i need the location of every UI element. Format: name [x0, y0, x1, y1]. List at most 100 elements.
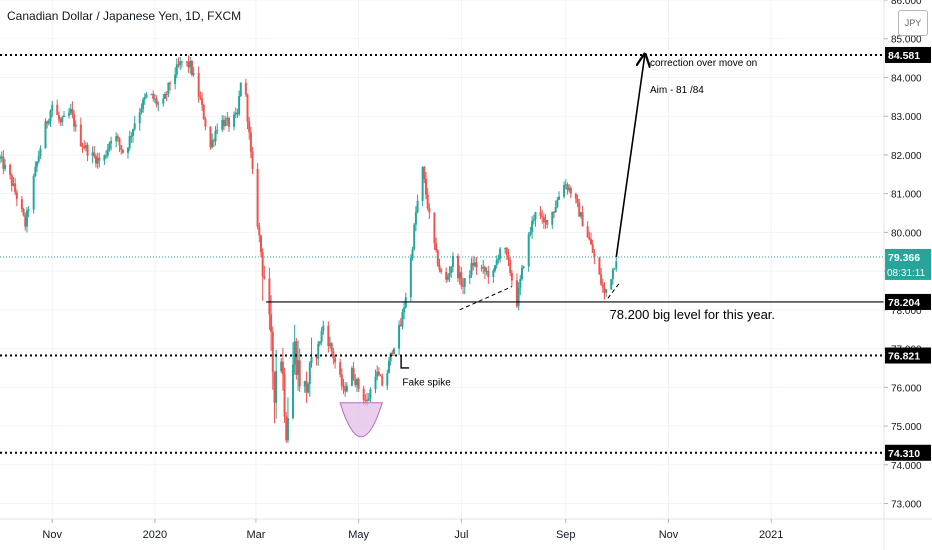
currency-badge[interactable]: JPY — [898, 10, 928, 36]
candlestick-series — [0, 55, 618, 443]
candle-body — [387, 360, 390, 374]
candle-body — [593, 252, 596, 258]
candle-body — [98, 157, 101, 161]
annotation-fake-spike: Fake spike — [402, 377, 451, 388]
candle-body — [483, 266, 486, 272]
candle-body — [600, 274, 603, 285]
candle-body — [340, 374, 343, 387]
candle-body — [197, 73, 200, 97]
candle-body — [192, 73, 195, 75]
candle-body — [74, 124, 77, 127]
candle-body — [121, 149, 124, 153]
candle-body — [259, 235, 262, 253]
candle-body — [249, 132, 252, 152]
level-label-78.204-bg — [885, 293, 931, 310]
candle-body — [271, 331, 274, 373]
y-tick-label: 73.000 — [891, 500, 922, 511]
x-tick-label: Nov — [42, 529, 62, 541]
y-tick-label: 83.000 — [891, 112, 922, 123]
candle-body — [105, 155, 108, 157]
y-tick-label: 86.000 — [891, 0, 922, 7]
candle-body — [446, 276, 449, 280]
candle-body — [185, 61, 188, 63]
candle-body — [298, 360, 301, 387]
candle-body — [133, 123, 136, 130]
x-tick-label: Sep — [556, 529, 576, 541]
y-tick-label: 75.000 — [891, 422, 922, 433]
candle-body — [551, 211, 554, 225]
candle-body — [291, 364, 294, 419]
candle-body — [56, 104, 59, 115]
candle-body — [399, 324, 402, 327]
candle-body — [126, 147, 129, 153]
candle-body — [509, 260, 512, 274]
candle-body — [263, 276, 266, 279]
level-label-74.310-bg — [885, 444, 931, 461]
candle-body — [132, 129, 135, 136]
candle-body — [270, 314, 273, 332]
candle-body — [174, 74, 177, 84]
candle-body — [162, 98, 165, 104]
candle-body — [57, 114, 60, 120]
candle-body — [588, 237, 591, 240]
candle-body — [61, 117, 64, 123]
candle-body — [307, 384, 310, 393]
candle-body — [248, 121, 251, 133]
candle-body — [541, 216, 544, 218]
candle-body — [189, 60, 192, 68]
candle-body — [539, 212, 542, 217]
candle-body — [10, 174, 13, 186]
candle-body — [256, 169, 259, 227]
candle-body — [339, 362, 342, 375]
candle-body — [334, 358, 337, 363]
candle-body — [515, 280, 518, 307]
candle-body — [71, 109, 74, 115]
candle-body — [398, 324, 401, 349]
candle-body — [258, 226, 261, 236]
candle-body — [389, 352, 392, 361]
candle-body — [226, 117, 229, 120]
candle-body — [51, 104, 54, 111]
candle-body — [86, 144, 89, 156]
candle-body — [49, 110, 52, 121]
chart-drawings: 78.200 big level for this year. correctio… — [339, 54, 775, 438]
candle-body — [120, 145, 123, 150]
candle-body — [458, 272, 461, 279]
candle-body — [327, 325, 330, 346]
candle-body — [401, 312, 404, 327]
candle-body — [303, 380, 306, 387]
candle-body — [527, 234, 530, 267]
candle-body — [130, 135, 133, 137]
candle-body — [261, 252, 264, 277]
candle-body — [179, 61, 182, 66]
candle-body — [364, 399, 367, 401]
candle-body — [519, 279, 522, 288]
candle-body — [145, 94, 148, 98]
candle-body — [227, 117, 230, 127]
chart-grid — [0, 0, 884, 519]
y-tick-label: 81.000 — [891, 190, 922, 201]
candle-body — [204, 119, 207, 127]
candle-body — [472, 263, 475, 266]
level-label-84.581-bg — [885, 46, 931, 63]
rounding-bottom-shape — [339, 402, 383, 438]
candle-body — [209, 126, 212, 148]
candle-body — [590, 239, 593, 245]
candle-body — [436, 250, 439, 266]
candle-body — [463, 278, 466, 287]
candle-body — [377, 371, 380, 376]
candle-body — [421, 167, 424, 201]
candle-body — [485, 270, 488, 272]
candle-body — [234, 112, 237, 115]
candle-body — [201, 98, 204, 105]
level-label-76.821-bg — [885, 347, 931, 364]
candle-body — [118, 138, 121, 146]
candle-body — [507, 254, 510, 261]
candle-body — [605, 289, 608, 293]
x-tick-label: Jul — [454, 529, 468, 541]
candle-body — [91, 152, 94, 156]
candle-body — [475, 262, 478, 268]
candle-body — [362, 388, 365, 400]
candle-body — [529, 231, 532, 235]
